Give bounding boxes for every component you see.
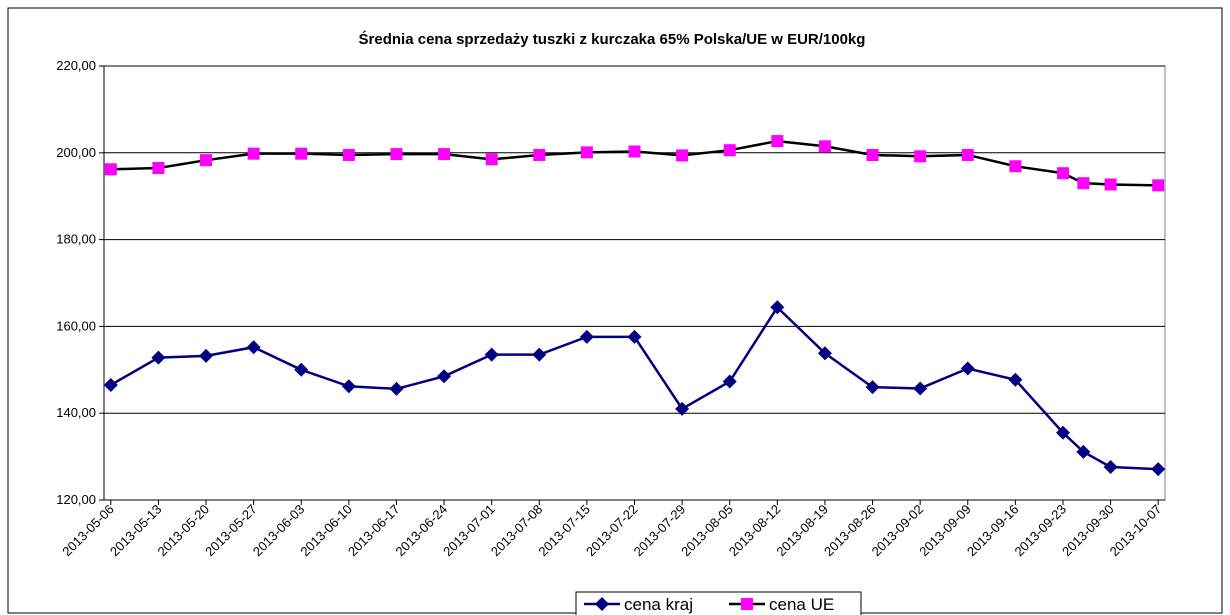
chart-border: [7, 7, 1223, 614]
data-point: [628, 145, 641, 158]
data-point: [342, 148, 355, 161]
data-point: [200, 154, 213, 167]
data-point: [103, 377, 118, 392]
data-point: [1009, 160, 1022, 173]
data-point: [627, 329, 642, 344]
data-point: [865, 380, 880, 395]
y-tick-label: 160,00: [56, 318, 96, 333]
data-point: [866, 148, 879, 161]
data-point: [1152, 179, 1165, 192]
data-point: [437, 369, 452, 384]
legend-marker: [595, 597, 609, 611]
data-point: [770, 300, 785, 315]
data-point: [818, 140, 831, 153]
data-point: [533, 148, 546, 161]
y-tick-label: 200,00: [56, 145, 96, 160]
y-tick-label: 140,00: [56, 405, 96, 420]
data-point: [771, 135, 784, 148]
chart-title: Średnia cena sprzedaży tuszki z kurczaka…: [359, 30, 866, 48]
data-point: [1103, 460, 1118, 475]
data-point: [532, 347, 547, 362]
data-point: [913, 381, 928, 396]
data-point: [1151, 462, 1166, 477]
y-tick-label: 220,00: [56, 58, 96, 73]
data-point: [1056, 167, 1069, 180]
legend: cena kraj cena UE: [575, 591, 862, 615]
data-point: [246, 340, 261, 355]
data-point: [151, 350, 166, 365]
data-point: [1055, 425, 1070, 440]
data-point: [960, 361, 975, 376]
data-point: [961, 148, 974, 161]
data-point: [390, 148, 403, 161]
data-point: [484, 347, 499, 362]
series-line: [110, 305, 1159, 471]
data-point: [1008, 372, 1023, 387]
y-tick-label: 120,00: [56, 492, 96, 507]
legend-marker: [741, 598, 753, 610]
data-point: [438, 148, 451, 161]
data-point: [579, 329, 594, 344]
data-point: [199, 348, 214, 363]
legend-box: [575, 591, 862, 615]
data-point: [580, 146, 593, 159]
data-point: [1076, 444, 1091, 459]
data-point: [1077, 177, 1090, 190]
data-point: [152, 161, 165, 174]
series-line: [110, 139, 1159, 187]
legend-label: cena kraj: [624, 595, 693, 614]
data-point: [675, 401, 690, 416]
data-point: [485, 153, 498, 166]
data-point: [294, 362, 309, 377]
data-point: [389, 381, 404, 396]
data-point: [676, 149, 689, 162]
data-point: [341, 379, 356, 394]
data-point: [247, 147, 260, 160]
y-tick-label: 180,00: [56, 232, 96, 247]
data-point: [817, 346, 832, 361]
data-point: [104, 163, 117, 176]
data-point: [914, 150, 927, 163]
legend-label: cena UE: [769, 595, 834, 614]
data-point: [723, 144, 736, 157]
data-point: [295, 147, 308, 160]
data-point: [1104, 178, 1117, 191]
data-point: [722, 374, 737, 389]
